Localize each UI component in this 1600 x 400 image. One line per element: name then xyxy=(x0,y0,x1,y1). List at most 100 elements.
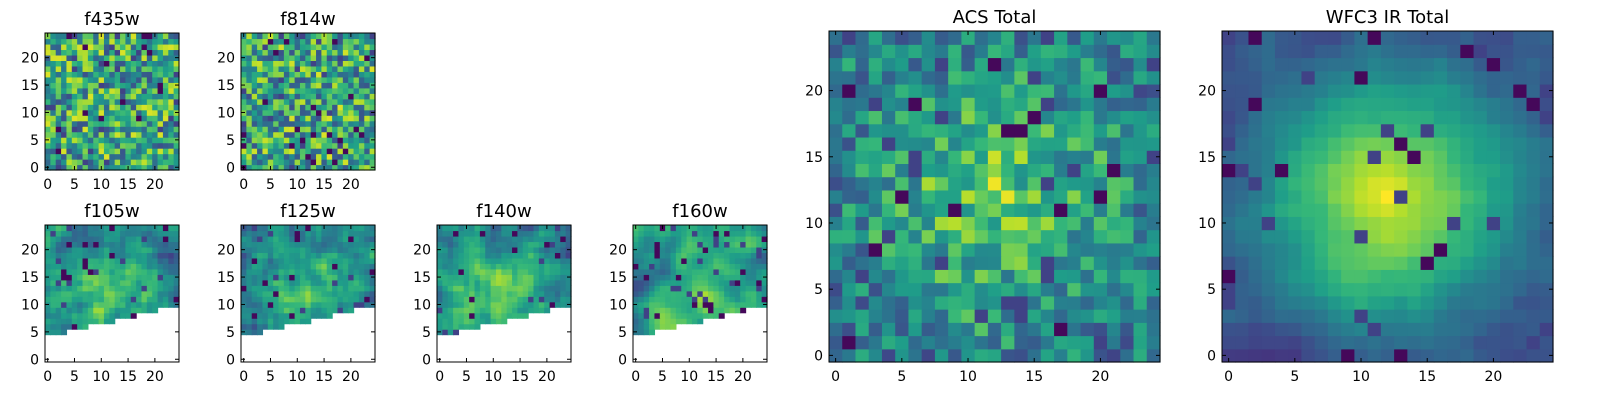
chart-title: f435w xyxy=(84,9,139,30)
heatmap-cell xyxy=(162,104,169,111)
heatmap-cell xyxy=(157,263,164,270)
heatmap-cell xyxy=(321,142,328,149)
heatmap-cell xyxy=(93,268,100,275)
heatmap-cell xyxy=(82,148,89,155)
heatmap-cell xyxy=(262,164,269,171)
heatmap-cell xyxy=(974,348,989,363)
heatmap-cell xyxy=(55,235,62,243)
heatmap-cell xyxy=(740,257,747,264)
heatmap-cell xyxy=(77,252,84,259)
heatmap-cell xyxy=(136,290,143,297)
heatmap-cell xyxy=(103,257,110,264)
heatmap-cell xyxy=(141,263,148,270)
heatmap-cell xyxy=(442,307,449,314)
heatmap-cell xyxy=(1380,295,1395,310)
heatmap-cell xyxy=(278,60,285,67)
heatmap-cell xyxy=(157,126,164,133)
heatmap-cell xyxy=(842,123,857,138)
heatmap-cell xyxy=(337,76,344,83)
heatmap-cell xyxy=(1222,216,1236,231)
heatmap-cell xyxy=(501,274,508,281)
heatmap-cell xyxy=(289,33,296,40)
heatmap-cell xyxy=(82,104,89,111)
heatmap-cell xyxy=(103,235,110,243)
heatmap-cell xyxy=(691,252,698,259)
heatmap-cell xyxy=(961,110,976,125)
heatmap-cell xyxy=(125,301,132,308)
heatmap-cell xyxy=(1288,70,1303,85)
heatmap-cell xyxy=(45,93,51,100)
heatmap-cell xyxy=(1080,44,1095,59)
y-tick-label: 20 xyxy=(1198,84,1216,100)
heatmap-cell xyxy=(1420,110,1435,125)
heatmap-cell xyxy=(1301,203,1316,217)
heatmap-cell xyxy=(485,290,492,297)
heatmap-cell xyxy=(1513,282,1528,297)
heatmap-cell xyxy=(868,282,883,297)
heatmap-cell xyxy=(294,60,301,67)
heatmap-cell xyxy=(267,159,274,166)
heatmap-cell xyxy=(1526,229,1541,244)
heatmap-cell xyxy=(257,54,264,61)
heatmap-cell xyxy=(55,241,62,248)
heatmap-cell xyxy=(633,263,639,270)
heatmap-cell xyxy=(71,109,78,116)
heatmap-cell xyxy=(1407,44,1422,59)
heatmap-cell xyxy=(1235,176,1250,191)
heatmap-cell xyxy=(241,120,247,127)
heatmap-cell xyxy=(921,70,936,85)
heatmap-cell xyxy=(908,295,923,310)
heatmap-cell xyxy=(868,31,883,45)
heatmap-cell xyxy=(1394,150,1408,164)
heatmap-cell xyxy=(1261,31,1276,45)
heatmap-cell xyxy=(61,49,68,56)
heatmap-cell xyxy=(77,246,84,253)
heatmap-cell xyxy=(267,290,274,297)
heatmap-cell xyxy=(1407,348,1422,363)
heatmap-cell xyxy=(289,263,296,270)
heatmap-cell xyxy=(299,82,306,89)
heatmap-cell xyxy=(528,268,535,275)
heatmap-cell xyxy=(321,148,328,155)
heatmap-cell xyxy=(506,235,513,243)
heatmap-cell xyxy=(305,71,312,78)
heatmap-cell xyxy=(82,312,89,319)
heatmap-cell xyxy=(829,123,843,138)
heatmap-cell xyxy=(114,49,121,56)
heatmap-cell xyxy=(1407,136,1422,151)
y-tick-label: 20 xyxy=(413,243,431,259)
heatmap-cell xyxy=(1261,136,1276,151)
heatmap-cell xyxy=(125,38,132,45)
heatmap-cell xyxy=(734,274,741,281)
heatmap-cell xyxy=(479,296,486,303)
heatmap-cell xyxy=(246,87,253,94)
heatmap-cell xyxy=(1067,136,1082,151)
heatmap-cell xyxy=(241,60,247,67)
heatmap-cell xyxy=(61,54,68,61)
heatmap-cell xyxy=(273,263,280,270)
heatmap-cell xyxy=(654,301,661,308)
heatmap-cell xyxy=(522,263,529,270)
heatmap-cell xyxy=(114,230,121,237)
heatmap-cell xyxy=(299,98,306,105)
heatmap-cell xyxy=(1080,136,1095,151)
heatmap-cell xyxy=(173,285,180,292)
heatmap-cell xyxy=(1354,335,1369,350)
heatmap-cell xyxy=(1067,31,1082,45)
heatmap-cell xyxy=(146,252,153,259)
heatmap-cell xyxy=(1420,57,1435,72)
heatmap-cell xyxy=(1513,295,1528,310)
heatmap-cell xyxy=(512,225,518,232)
heatmap-cell xyxy=(273,159,280,166)
heatmap-cell xyxy=(974,136,989,151)
heatmap-cell xyxy=(283,268,290,275)
heatmap-cell xyxy=(697,252,704,259)
x-tick-label: 10 xyxy=(288,369,306,385)
heatmap-cell xyxy=(1027,282,1042,297)
heatmap-cell xyxy=(146,285,153,292)
heatmap-cell xyxy=(168,126,175,133)
heatmap-cell xyxy=(708,257,714,264)
heatmap-cell xyxy=(881,83,896,98)
heatmap-cell xyxy=(745,257,752,264)
